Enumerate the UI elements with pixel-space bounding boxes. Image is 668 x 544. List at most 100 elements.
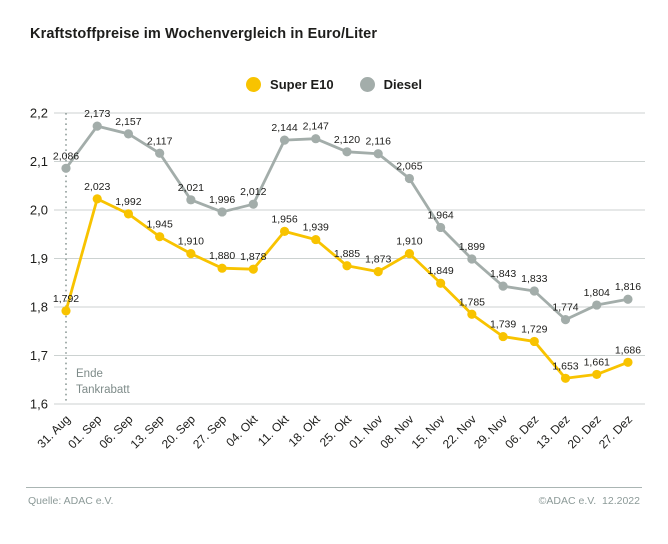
page-title: Kraftstoffpreise im Wochenvergleich in E…: [30, 26, 378, 42]
annotation-ende-tankrabatt: Ende: [76, 368, 103, 380]
legend-item-super-e10: Super E10: [246, 77, 334, 92]
legend-item-label: Diesel: [383, 77, 422, 92]
diesel-value-label: 2,116: [365, 136, 391, 148]
diesel-value-label: 1,833: [521, 273, 547, 285]
diesel-value-label: 1,774: [552, 302, 578, 314]
diesel-marker: [436, 222, 446, 233]
diesel-marker: [123, 129, 134, 139]
y-tick-label: 2,2: [30, 106, 48, 121]
annotation-ende-tankrabatt: Tankrabatt: [76, 384, 131, 396]
super-e10-value-label: 1,956: [271, 213, 297, 225]
super-e10-value-label: 1,785: [459, 296, 485, 308]
diesel-marker: [467, 254, 477, 264]
super-e10-marker: [342, 261, 352, 271]
y-tick-label: 2,1: [30, 154, 48, 169]
super-e10-value-label: 1,661: [584, 356, 610, 368]
y-tick-label: 1,6: [30, 397, 48, 412]
y-tick-label: 2,0: [30, 203, 48, 218]
x-tick-label: 06. Sep: [96, 412, 135, 451]
diesel-value-label: 1,996: [209, 194, 235, 206]
diesel-value-label: 1,816: [615, 281, 641, 293]
x-tick-label: 13. Dez: [533, 412, 572, 451]
diesel-marker: [217, 207, 227, 217]
x-tick-label: 29. Nov: [471, 412, 510, 451]
x-tick-label: 22. Nov: [440, 412, 479, 451]
diesel-value-label: 1,843: [490, 268, 516, 280]
diesel-value-label: 2,065: [396, 160, 422, 172]
diesel-marker: [560, 315, 571, 325]
diesel-legend-dot-icon: [359, 77, 375, 92]
diesel-marker: [155, 148, 165, 158]
super-e10-value-label: 1,885: [334, 248, 360, 260]
super-e10-marker: [248, 264, 258, 274]
super-e10-value-label: 2,023: [84, 181, 110, 193]
y-tick-label: 1,7: [30, 348, 48, 363]
diesel-marker: [623, 294, 633, 304]
footer-divider: [26, 487, 642, 488]
diesel-marker: [279, 135, 290, 145]
diesel-marker: [311, 134, 321, 144]
x-tick-label: 08. Nov: [377, 412, 416, 451]
diesel-marker: [342, 147, 352, 157]
super-e10-marker: [155, 232, 165, 242]
diesel-value-label: 2,021: [178, 182, 204, 194]
x-tick-label: 11. Okt: [255, 412, 292, 449]
super-e10-value-label: 1,939: [303, 222, 329, 234]
diesel-value-label: 2,012: [240, 186, 266, 198]
super-e10-marker: [467, 309, 477, 319]
super-e10-marker: [436, 278, 446, 288]
y-tick-label: 1,9: [30, 251, 48, 266]
super-e10-value-label: 1,910: [396, 236, 422, 248]
super-e10-marker: [623, 357, 633, 367]
diesel-marker: [186, 195, 196, 205]
super-e10-marker: [186, 249, 196, 259]
x-tick-label: 04. Okt: [223, 412, 261, 450]
diesel-value-label: 2,144: [271, 122, 297, 134]
super-e10-marker: [217, 263, 227, 273]
diesel-marker: [404, 173, 415, 184]
x-tick-label: 15. Nov: [409, 412, 448, 451]
super-e10-marker: [404, 249, 415, 259]
super-e10-marker: [311, 234, 321, 245]
diesel-marker: [248, 199, 258, 209]
legend-item-label: Super E10: [270, 77, 334, 92]
x-tick-label: 18. Okt: [286, 412, 324, 450]
diesel-value-label: 2,173: [84, 108, 110, 120]
diesel-value-label: 1,899: [459, 241, 485, 253]
footer: Quelle: ADAC e.V. ©ADAC e.V. 12.2022: [28, 495, 640, 507]
super-e10-marker: [373, 266, 383, 277]
legend: Super E10 Diesel: [0, 77, 668, 92]
super-e10-marker: [279, 226, 290, 236]
super-e10-value-label: 1,792: [53, 293, 79, 305]
super-e10-legend-dot-icon: [246, 77, 262, 92]
x-tick-label: 27. Dez: [596, 412, 635, 451]
diesel-value-label: 1,964: [427, 209, 453, 221]
super-e10-value-label: 1,849: [427, 265, 453, 277]
diesel-marker: [92, 121, 102, 131]
diesel-marker: [61, 163, 71, 173]
diesel-value-label: 2,157: [115, 116, 141, 128]
diesel-value-label: 1,804: [584, 287, 610, 299]
super-e10-marker: [92, 194, 102, 204]
x-tick-label: 20. Dez: [565, 412, 604, 451]
super-e10-marker: [560, 373, 571, 383]
diesel-marker: [373, 149, 383, 159]
super-e10-marker: [592, 369, 602, 380]
super-e10-value-label: 1,729: [521, 323, 547, 335]
legend-item-diesel: Diesel: [359, 77, 422, 92]
x-tick-label: 31. Aug: [34, 412, 73, 451]
x-tick-label: 27. Sep: [190, 412, 229, 451]
super-e10-marker: [61, 306, 71, 316]
super-e10-marker: [123, 209, 134, 219]
fuel-price-line-chart: 2,2 2,1 2,0 1,9 1,8 1,7 1,6 Ende Tankrabatt 1,792…: [30, 106, 645, 451]
y-tick-label: 1,8: [30, 300, 48, 315]
diesel-value-label: 2,120: [334, 134, 360, 146]
x-tick-label: 20. Sep: [159, 412, 198, 451]
super-e10-value-label: 1,992: [115, 196, 141, 208]
x-tick-label: 06. Dez: [502, 412, 541, 451]
diesel-value-label: 2,147: [303, 121, 329, 133]
super-e10-value-label: 1,686: [615, 344, 641, 356]
source-label: Quelle: ADAC e.V.: [28, 495, 114, 507]
super-e10-value-label: 1,878: [240, 251, 266, 263]
diesel-value-label: 2,086: [53, 150, 79, 162]
